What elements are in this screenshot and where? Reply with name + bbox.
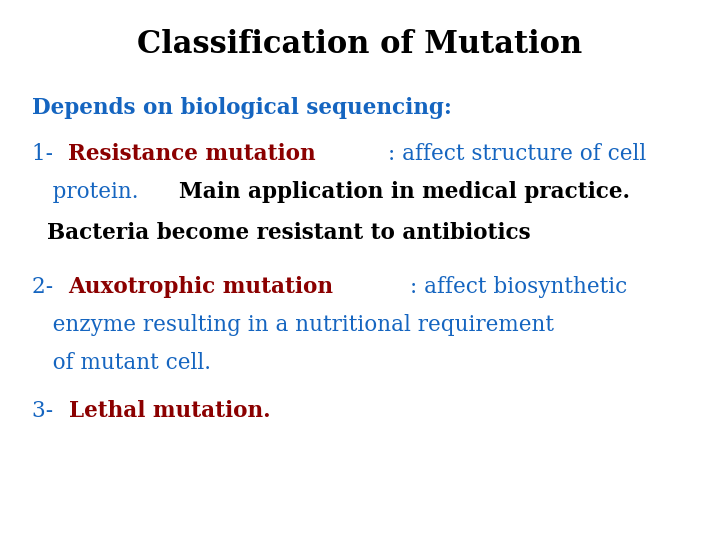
Text: 1-: 1-	[32, 143, 60, 165]
Text: enzyme resulting in a nutritional requirement: enzyme resulting in a nutritional requir…	[32, 314, 554, 336]
Text: 3-: 3-	[32, 401, 60, 422]
Text: 2-: 2-	[32, 276, 60, 298]
Text: : affect biosynthetic: : affect biosynthetic	[410, 276, 628, 298]
Text: Bacteria become resistant to antibiotics: Bacteria become resistant to antibiotics	[32, 222, 531, 244]
Text: Classification of Mutation: Classification of Mutation	[138, 29, 582, 60]
Text: Depends on biological sequencing:: Depends on biological sequencing:	[32, 97, 452, 119]
Text: Resistance mutation: Resistance mutation	[68, 143, 316, 165]
Text: of mutant cell.: of mutant cell.	[32, 352, 212, 374]
Text: protein.: protein.	[32, 181, 145, 202]
Text: Lethal mutation.: Lethal mutation.	[68, 401, 270, 422]
Text: Auxotrophic mutation: Auxotrophic mutation	[68, 276, 333, 298]
Text: Main application in medical practice.: Main application in medical practice.	[179, 181, 630, 202]
Text: : affect structure of cell: : affect structure of cell	[388, 143, 646, 165]
